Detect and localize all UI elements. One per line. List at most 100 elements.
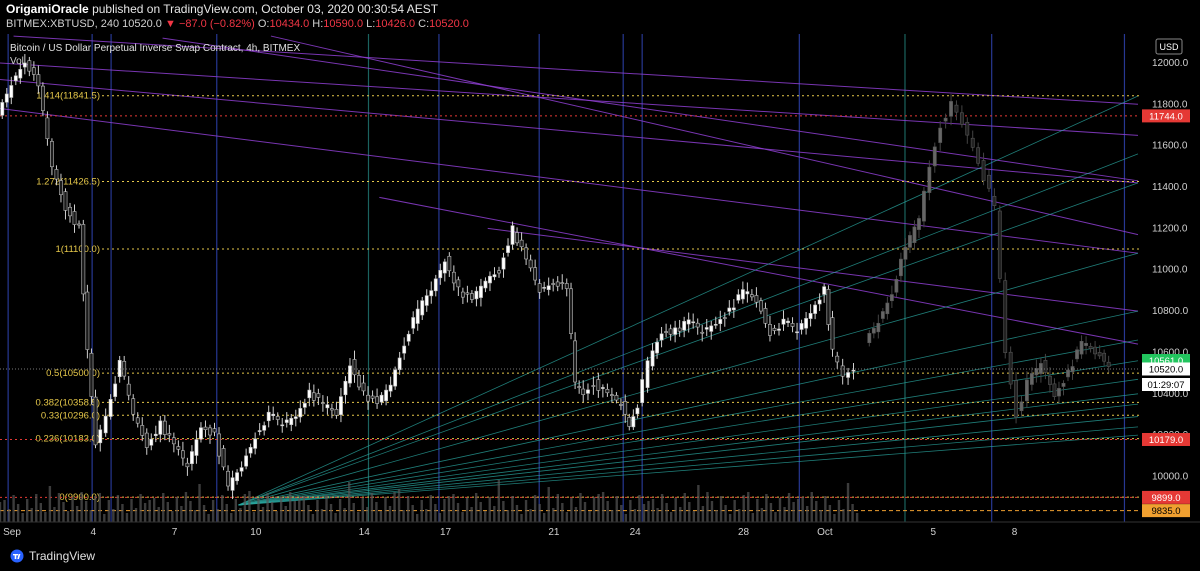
candle	[113, 376, 118, 402]
candle	[1093, 340, 1097, 360]
fan-line	[238, 95, 1139, 506]
candle-body	[754, 295, 759, 303]
candle-body	[596, 379, 601, 391]
price-chart[interactable]: 1.414(11841.5) 1.272(11426.5) 1(11100.0) 0.…	[0, 34, 1200, 542]
candle	[745, 282, 750, 303]
time-tick-label: 21	[548, 527, 560, 538]
volume-bar	[243, 494, 247, 522]
volume-bar	[565, 512, 569, 522]
candle-body	[822, 286, 827, 295]
candle	[927, 160, 932, 201]
candle	[691, 313, 696, 329]
price-axis: USD10000.010200.010400.010600.010800.011…	[1140, 34, 1200, 522]
candle	[1029, 367, 1034, 391]
candle-body	[343, 380, 348, 396]
candle-body	[22, 62, 27, 68]
candle-body	[673, 327, 678, 335]
candle	[777, 323, 781, 336]
candle	[627, 413, 632, 431]
volume-bar	[375, 502, 378, 522]
candle-body	[429, 290, 434, 297]
candle	[987, 169, 991, 192]
volume-bar	[270, 502, 274, 522]
symbol-label: BITMEX:XBTUSD, 240	[6, 18, 120, 30]
price-badge	[1142, 377, 1190, 391]
volume-bar	[633, 509, 637, 522]
candle	[515, 227, 519, 246]
candle-body	[451, 271, 456, 284]
candle	[506, 238, 510, 257]
volume-bar	[384, 497, 387, 522]
candle	[379, 392, 384, 406]
close-value: 10520.0	[429, 18, 469, 30]
volume-bar	[157, 507, 160, 522]
candle	[704, 319, 709, 337]
price-badge	[1142, 504, 1190, 518]
volume-bar	[692, 511, 696, 522]
candle	[36, 65, 41, 94]
candle	[239, 461, 244, 477]
candle-body	[185, 462, 190, 468]
candle-body	[271, 413, 276, 417]
volume-bar	[638, 495, 641, 522]
time-tick-label: 4	[91, 527, 97, 538]
candle-body	[795, 331, 799, 334]
volume-bar	[547, 487, 550, 522]
candle	[673, 320, 678, 343]
volume-bar	[211, 500, 215, 522]
candle-body	[695, 322, 700, 328]
volume-bar	[751, 513, 754, 522]
candle-body	[9, 85, 14, 98]
candle-body	[912, 226, 917, 243]
candle	[804, 311, 808, 335]
candle-body	[1061, 383, 1066, 387]
volume-bar	[601, 492, 605, 522]
candle	[397, 351, 402, 375]
candle-body	[506, 245, 510, 253]
candle	[208, 424, 212, 444]
author-name[interactable]: OrigamiOracle	[6, 2, 89, 16]
candle	[275, 412, 280, 426]
candle	[180, 441, 185, 466]
candle-body	[727, 307, 732, 312]
candle	[635, 404, 640, 419]
volume-bar	[837, 500, 841, 522]
candle-body	[1079, 340, 1084, 355]
candle	[790, 317, 795, 333]
volume-bar	[570, 498, 573, 522]
volume-bar	[62, 502, 65, 522]
candle-body	[226, 470, 230, 487]
volume-bar	[747, 492, 750, 522]
candle	[700, 324, 705, 342]
candle-body	[13, 75, 18, 82]
price-change: −87.0 (−0.82%)	[178, 18, 255, 30]
candle-body	[311, 392, 316, 401]
volume-bar	[851, 504, 854, 522]
tradingview-logo-icon	[10, 549, 24, 563]
volume-bar	[429, 495, 433, 522]
candle	[330, 403, 334, 419]
volume-bar	[579, 493, 582, 522]
candle	[822, 283, 827, 303]
candle	[645, 356, 650, 393]
volume-bar	[447, 496, 451, 522]
candle-body	[623, 401, 628, 415]
volume-bar	[361, 498, 364, 522]
candle	[1079, 335, 1084, 359]
price-badge-label: 01:29:07	[1148, 380, 1185, 391]
volume-bar	[765, 494, 768, 522]
candle	[581, 380, 586, 403]
candle-body	[59, 180, 63, 196]
volume-bar	[810, 492, 813, 522]
volume-bar	[347, 482, 351, 522]
candle-body	[85, 291, 90, 350]
candle-body	[208, 427, 212, 436]
volume-bar	[221, 495, 224, 522]
candle	[289, 413, 294, 432]
candle-body	[745, 291, 750, 295]
tradingview-brand[interactable]: TradingView	[10, 549, 95, 563]
candle	[108, 394, 113, 420]
price-badge-label: 9835.0	[1151, 506, 1180, 517]
candle	[22, 54, 27, 75]
volume-bar	[162, 493, 165, 522]
